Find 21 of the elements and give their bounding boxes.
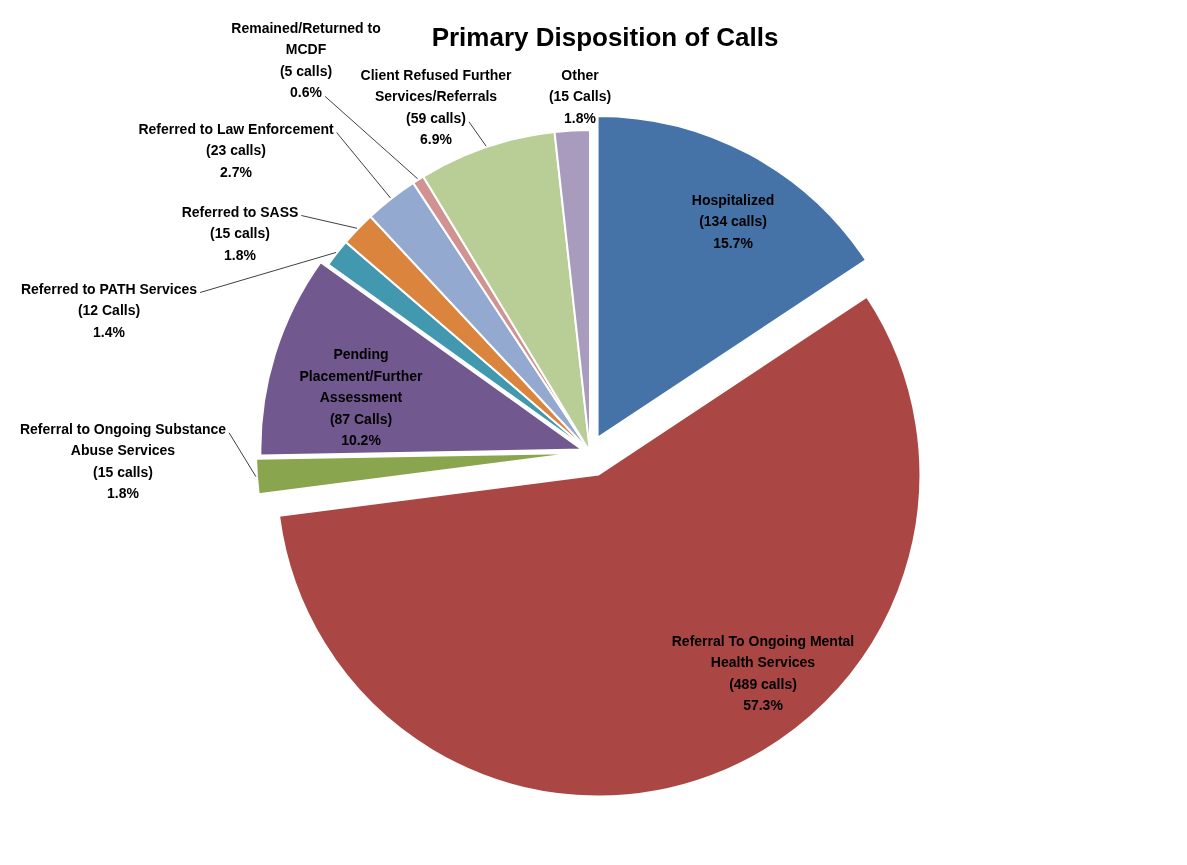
data-label: (59 calls) 6.9% xyxy=(406,109,466,148)
slice-label: Referral To Ongoing Mental Health Services xyxy=(671,632,855,671)
data-label: (23 calls) 2.7% xyxy=(206,142,266,180)
slice-label: Referred to PATH Services xyxy=(20,280,198,297)
slice-label: Referral to Ongoing Substance Abuse Services xyxy=(19,420,227,459)
slice-label: Referred to Law Enforcement xyxy=(138,120,334,137)
data-label: (5 calls) 0.6% xyxy=(279,62,333,101)
data-label: (12 Calls) 1.4% xyxy=(77,302,141,340)
slice-label: Referred to SASS xyxy=(181,203,299,220)
data-label: (489 calls) 57.3% xyxy=(729,675,797,714)
slice-label: Pending Placement/Further Assessment xyxy=(299,346,424,405)
data-label: (15 calls) 1.8% xyxy=(210,225,270,263)
data-label: (87 Calls) 10.2% xyxy=(329,410,393,448)
slice-label: Client Refused Further Services/Referrals xyxy=(360,66,512,105)
slice-label: Remained/Returned to MCDF xyxy=(231,19,381,58)
data-label: (134 calls) 15.7% xyxy=(699,213,767,251)
data-label: (15 Calls) 1.8% xyxy=(548,88,612,126)
slice-label: Hospitalized xyxy=(691,191,775,208)
data-label: (15 calls) 1.8% xyxy=(93,463,153,502)
chart-title: Primary Disposition of Calls xyxy=(431,22,779,52)
slice-label: Other xyxy=(561,66,600,83)
